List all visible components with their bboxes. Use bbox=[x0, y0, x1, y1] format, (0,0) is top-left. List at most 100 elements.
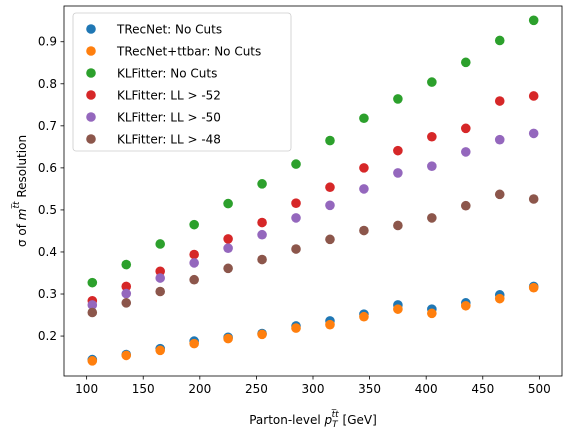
plot-area bbox=[87, 15, 539, 366]
data-point bbox=[359, 184, 369, 194]
series-3 bbox=[87, 15, 539, 288]
legend-entry: KLFitter: LL > -50 bbox=[117, 111, 221, 125]
legend-entry: KLFitter: No Cuts bbox=[117, 67, 217, 81]
y-tick-label: 0.7 bbox=[38, 119, 57, 133]
axis-ticks: 100 150 200 250 300 350 400 450 500 0.2 0.3 0.4 0.5 0… bbox=[38, 35, 551, 396]
y-axis-label: σ of mt̅t Resolution bbox=[10, 135, 29, 247]
data-point bbox=[325, 182, 335, 193]
data-point bbox=[359, 225, 369, 236]
data-point bbox=[494, 189, 505, 200]
data-point bbox=[189, 274, 199, 285]
y-tick-label: 0.3 bbox=[38, 287, 57, 301]
data-point bbox=[427, 131, 437, 142]
series-6 bbox=[87, 189, 539, 318]
legend-marker bbox=[86, 46, 96, 56]
data-point bbox=[155, 286, 165, 297]
x-tick-label: 450 bbox=[471, 382, 494, 396]
data-point bbox=[325, 319, 335, 330]
data-point bbox=[189, 249, 199, 260]
x-tick-label: 350 bbox=[358, 382, 381, 396]
y-tick-label: 0.4 bbox=[38, 245, 57, 259]
data-point bbox=[325, 200, 335, 211]
data-point bbox=[325, 135, 335, 146]
data-point bbox=[257, 217, 267, 228]
data-point bbox=[494, 134, 505, 145]
data-point bbox=[528, 91, 539, 101]
data-point bbox=[257, 329, 267, 340]
data-point bbox=[427, 161, 437, 171]
data-point bbox=[528, 128, 539, 139]
data-point bbox=[223, 198, 233, 209]
x-axis-label: Parton-level pTt̅t [GeV] bbox=[249, 408, 377, 430]
y-tick-label: 0.2 bbox=[38, 329, 57, 343]
data-point bbox=[461, 147, 471, 157]
x-tick-label: 200 bbox=[188, 382, 211, 396]
data-point bbox=[121, 288, 132, 299]
y-tick-label: 0.5 bbox=[38, 203, 57, 217]
data-point bbox=[155, 345, 165, 356]
data-point bbox=[494, 96, 505, 106]
x-tick-label: 250 bbox=[245, 382, 268, 396]
y-tick-label: 0.9 bbox=[38, 35, 57, 49]
data-point bbox=[87, 307, 98, 318]
data-point bbox=[393, 145, 403, 156]
data-point bbox=[257, 179, 267, 189]
legend-entry: TRecNet: No Cuts bbox=[116, 23, 222, 37]
data-point bbox=[427, 308, 437, 319]
legend-entry: KLFitter: LL > -52 bbox=[117, 89, 221, 103]
data-point bbox=[291, 213, 301, 223]
data-point bbox=[494, 293, 505, 304]
x-tick-label: 400 bbox=[415, 382, 438, 396]
data-point bbox=[359, 311, 369, 322]
data-point bbox=[461, 57, 471, 68]
data-point bbox=[393, 304, 403, 314]
data-point bbox=[291, 323, 301, 333]
legend-marker bbox=[86, 68, 96, 78]
data-point bbox=[359, 113, 369, 124]
legend-marker bbox=[86, 134, 96, 144]
data-point bbox=[189, 219, 199, 230]
data-point bbox=[359, 163, 369, 173]
legend: TRecNet: No Cuts TRecNet+ttbar: No Cuts KL… bbox=[72, 12, 292, 152]
data-point bbox=[427, 213, 437, 223]
data-point bbox=[291, 198, 301, 208]
series-2 bbox=[87, 282, 539, 366]
data-point bbox=[87, 300, 98, 310]
data-point bbox=[223, 243, 233, 253]
data-point bbox=[461, 300, 471, 311]
data-point bbox=[291, 159, 301, 169]
data-point bbox=[461, 200, 471, 211]
data-point bbox=[528, 15, 539, 26]
y-tick-label: 0.6 bbox=[38, 161, 57, 175]
data-point bbox=[121, 298, 132, 308]
legend-box bbox=[72, 12, 292, 152]
series-5 bbox=[87, 128, 539, 310]
legend-marker bbox=[86, 90, 96, 100]
x-tick-label: 500 bbox=[528, 382, 551, 396]
data-point bbox=[87, 277, 98, 288]
legend-entry: KLFitter: LL > -48 bbox=[117, 133, 221, 147]
y-tick-label: 0.8 bbox=[38, 77, 57, 91]
data-point bbox=[87, 356, 98, 366]
data-point bbox=[121, 350, 132, 361]
data-point bbox=[155, 266, 165, 277]
data-point bbox=[189, 338, 199, 349]
x-tick-label: 150 bbox=[132, 382, 155, 396]
data-point bbox=[155, 273, 165, 283]
legend-marker bbox=[86, 24, 96, 34]
data-point bbox=[257, 229, 267, 240]
data-point bbox=[528, 282, 539, 293]
data-point bbox=[393, 94, 403, 104]
data-point bbox=[257, 254, 267, 265]
data-point bbox=[393, 220, 403, 231]
data-point bbox=[528, 194, 539, 204]
data-point bbox=[223, 333, 233, 344]
data-point bbox=[121, 281, 132, 292]
data-point bbox=[223, 234, 233, 244]
x-tick-label: 100 bbox=[75, 382, 98, 396]
data-point bbox=[494, 35, 505, 46]
x-tick-label: 300 bbox=[302, 382, 325, 396]
legend-entry: TRecNet+ttbar: No Cuts bbox=[116, 45, 261, 59]
data-point bbox=[223, 263, 233, 274]
